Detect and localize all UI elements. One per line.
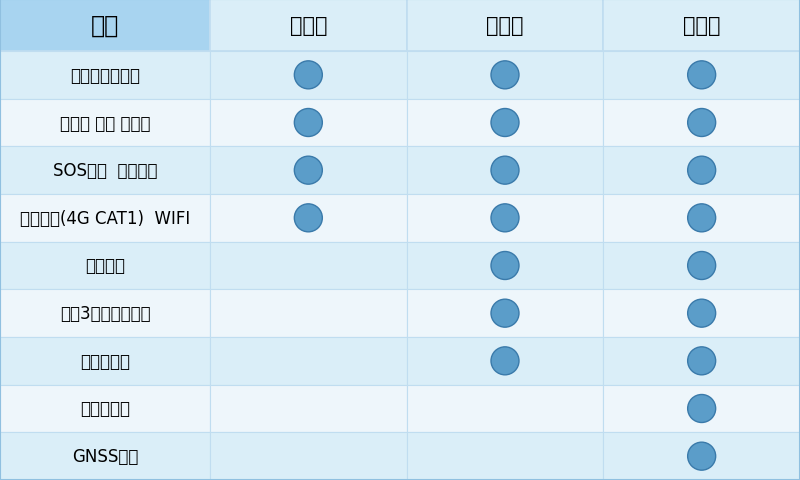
Ellipse shape [491,157,519,185]
Ellipse shape [688,300,716,327]
Bar [406,385,603,432]
Bar [210,99,406,147]
Ellipse shape [688,204,716,232]
Bar [406,337,603,385]
Text: 温湿压风速风向: 温湿压风速风向 [70,67,140,84]
Ellipse shape [491,109,519,137]
Text: 标准款: 标准款 [486,16,524,36]
Bar [603,337,800,385]
Bar [210,290,406,337]
Bar [603,242,800,290]
Bar [210,52,406,99]
Ellipse shape [294,204,322,232]
Text: 型号: 型号 [91,14,119,38]
Ellipse shape [688,109,716,137]
Ellipse shape [294,157,322,185]
Text: 无线传输(4G CAT1)  WIFI: 无线传输(4G CAT1) WIFI [20,209,190,228]
Ellipse shape [491,62,519,90]
Ellipse shape [491,252,519,280]
Bar [603,290,800,337]
Bar [603,432,800,480]
Bar [406,194,603,242]
Bar [0,0,210,52]
Text: 人体舒适度: 人体舒适度 [80,352,130,370]
Ellipse shape [688,157,716,185]
Ellipse shape [294,109,322,137]
Bar [603,147,800,194]
Bar [210,147,406,194]
Ellipse shape [688,395,716,422]
Bar [603,194,800,242]
Text: 紫外线 光照 总辐射: 紫外线 光照 总辐射 [60,114,150,132]
Bar [0,432,210,480]
Bar [603,0,800,52]
Text: 专业款: 专业款 [683,16,721,36]
Text: 无线电静默: 无线电静默 [80,400,130,418]
Ellipse shape [688,252,716,280]
Ellipse shape [688,347,716,375]
Text: 基础款: 基础款 [290,16,327,36]
Bar [406,242,603,290]
Bar [0,147,210,194]
Bar [0,337,210,385]
Bar [406,432,603,480]
Bar [210,194,406,242]
Bar [406,52,603,99]
Bar [603,385,800,432]
Ellipse shape [688,442,716,470]
Bar [0,52,210,99]
Bar [0,99,210,147]
Ellipse shape [491,347,519,375]
Ellipse shape [294,62,322,90]
Bar [210,337,406,385]
Bar [210,242,406,290]
Text: SOS求救  电子罗盘: SOS求救 电子罗盘 [53,162,158,180]
Text: 未来3小时天气预报: 未来3小时天气预报 [60,304,150,323]
Bar [406,147,603,194]
Bar [406,0,603,52]
Text: GNSS定位: GNSS定位 [72,447,138,465]
Bar [210,0,406,52]
Bar [603,99,800,147]
Ellipse shape [491,204,519,232]
Bar [406,99,603,147]
Bar [406,290,603,337]
Ellipse shape [491,300,519,327]
Bar [603,52,800,99]
Bar [0,385,210,432]
Bar [0,194,210,242]
Bar [210,432,406,480]
Ellipse shape [688,62,716,90]
Bar [0,290,210,337]
Bar [0,242,210,290]
Text: 跑道温度: 跑道温度 [85,257,125,275]
Bar [210,385,406,432]
